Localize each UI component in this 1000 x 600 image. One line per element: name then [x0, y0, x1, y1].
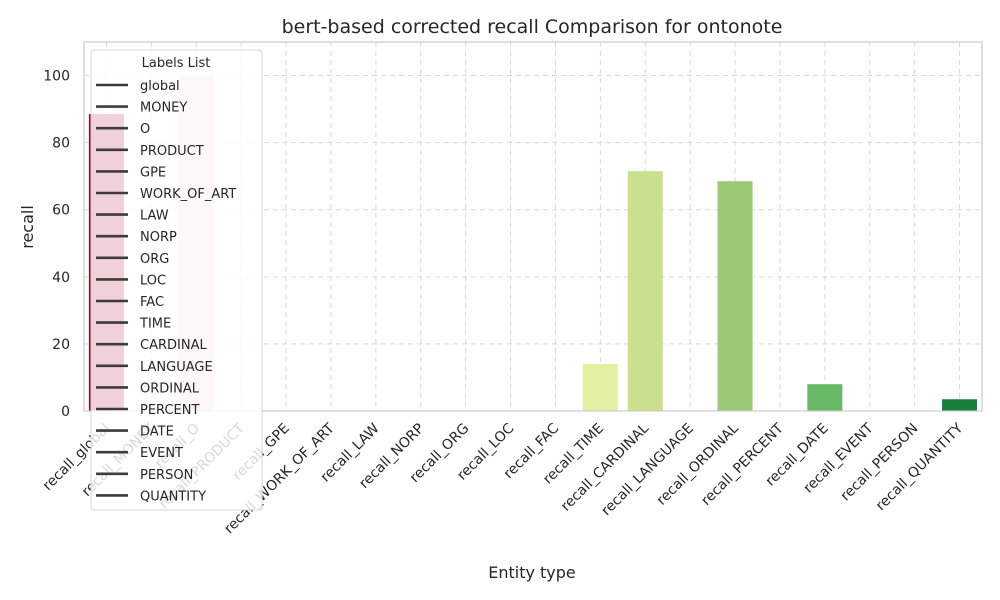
legend-entry: CARDINAL — [140, 338, 207, 353]
x-axis-label: Entity type — [488, 563, 576, 582]
y-tick-label: 60 — [52, 203, 70, 219]
plot-frame — [83, 41, 983, 412]
legend-entry: GPE — [140, 165, 166, 180]
legend-entry: DATE — [140, 425, 174, 440]
legend-entry: PERCENT — [140, 403, 199, 418]
y-tick-label: 100 — [43, 69, 70, 85]
legend-entry: LOC — [140, 273, 166, 288]
bar — [627, 171, 663, 411]
legend-entry: PERSON — [140, 468, 193, 483]
legend-entry: QUANTITY — [140, 489, 206, 504]
y-tick-label: 40 — [52, 270, 70, 286]
legend-entry: MONEY — [140, 101, 187, 116]
legend-entry: TIME — [139, 317, 171, 332]
legend-entry: global — [140, 79, 180, 94]
chart-title: bert-based corrected recall Comparison f… — [282, 16, 783, 38]
bar — [942, 399, 978, 411]
bar — [807, 384, 843, 411]
legend-entry: ORDINAL — [140, 381, 200, 396]
legend-entry: FAC — [140, 295, 164, 310]
legend-entry: LAW — [140, 209, 169, 224]
y-tick-label: 0 — [61, 404, 70, 420]
legend-entry: ORG — [140, 252, 169, 267]
legend-title: Labels List — [142, 56, 211, 71]
y-axis-label: recall — [18, 205, 37, 249]
legend-entry: WORK_OF_ART — [140, 187, 236, 202]
bar — [582, 364, 618, 411]
legend-entry: NORP — [140, 230, 177, 245]
legend-entry: PRODUCT — [140, 144, 204, 159]
legend: Labels List global MONEY O PRODUCT GPE WORK_O… — [90, 49, 263, 511]
bar — [717, 181, 753, 411]
legend-box — [90, 49, 263, 511]
legend-entries: global MONEY O PRODUCT GPE WORK_OF_ART LAW NORP… — [96, 79, 236, 504]
y-tick-label: 20 — [52, 337, 70, 353]
y-tick-label: 80 — [52, 136, 70, 152]
legend-entry: O — [140, 122, 150, 137]
legend-entry: EVENT — [140, 446, 183, 461]
legend-entry: LANGUAGE — [140, 360, 213, 375]
y-ticks: 0 20 40 60 80 100 — [43, 69, 70, 420]
